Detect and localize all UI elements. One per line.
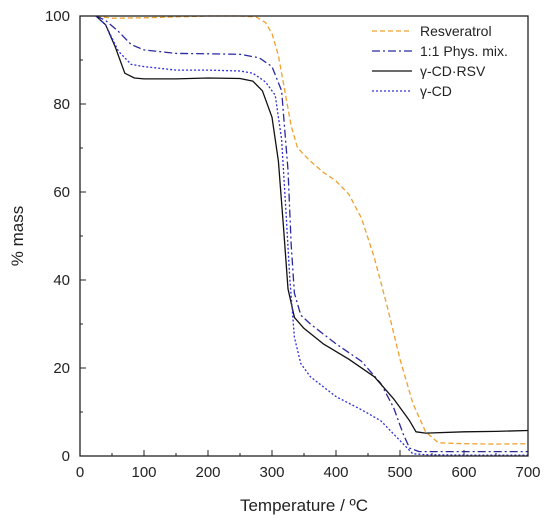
y-tick-label: 40	[53, 272, 70, 289]
x-axis-title: Temperature / ºC	[240, 496, 368, 515]
axis-ticks: 0 100 200 300 400 500 600 700 0 20 40 60 80 100	[45, 8, 541, 481]
legend-label: Resveratrol	[420, 23, 492, 39]
x-tick-label: 300	[259, 464, 284, 481]
y-axis-title: % mass	[8, 206, 27, 266]
y-tick-label: 20	[53, 360, 70, 377]
legend-label: γ-CD·RSV	[420, 63, 486, 79]
legend: Resveratrol 1:1 Phys. mix. γ-CD·RSV γ-CD	[372, 23, 508, 99]
series-line	[95, 15, 529, 445]
legend-label: 1:1 Phys. mix.	[420, 43, 508, 59]
y-tick-label: 80	[53, 96, 70, 113]
x-tick-label: 0	[76, 464, 84, 481]
x-tick-label: 400	[323, 464, 348, 481]
plot-frame	[79, 15, 529, 457]
x-tick-label: 100	[131, 464, 156, 481]
y-tick-label: 0	[62, 448, 70, 465]
series-line	[95, 15, 528, 456]
y-tick-label: 100	[45, 8, 70, 25]
x-tick-label: 500	[387, 464, 412, 481]
x-tick-label: 700	[515, 464, 540, 481]
series-layer	[95, 15, 529, 456]
x-tick-label: 200	[195, 464, 220, 481]
x-tick-label: 600	[451, 464, 476, 481]
series-line	[95, 15, 528, 453]
legend-label: γ-CD	[420, 83, 452, 99]
series-line	[95, 15, 529, 434]
y-tick-label: 60	[53, 184, 70, 201]
